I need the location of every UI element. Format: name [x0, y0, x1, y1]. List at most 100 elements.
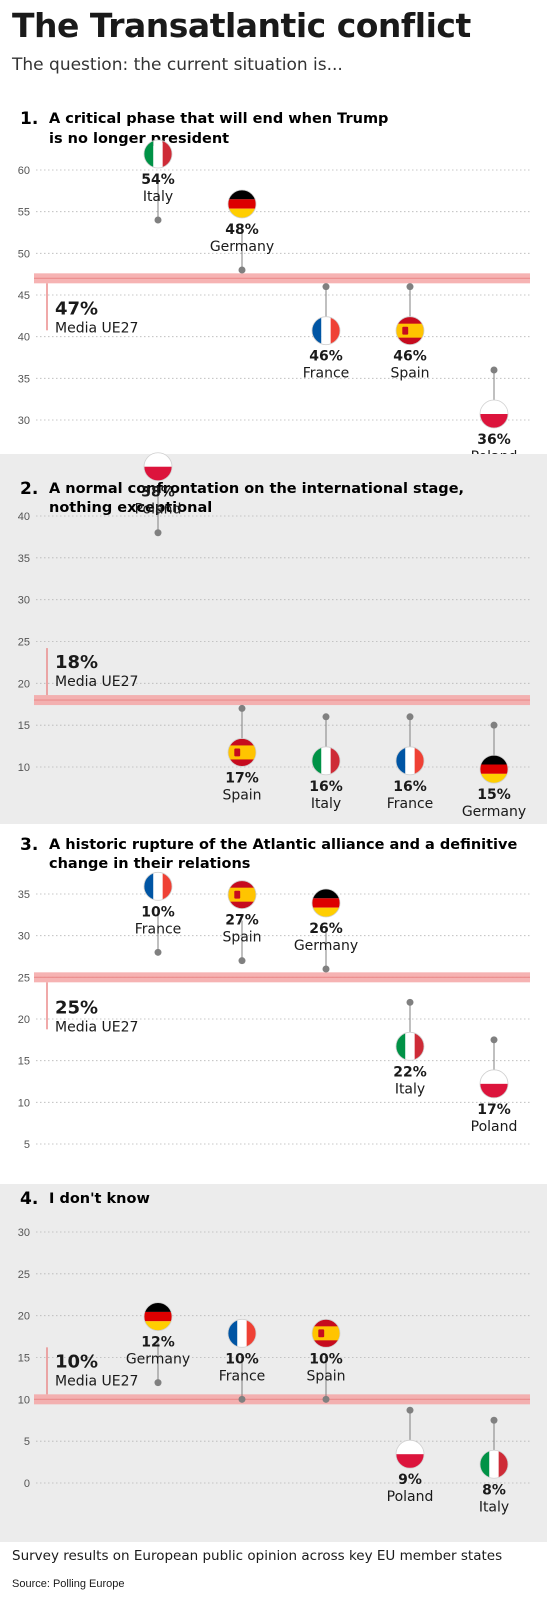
data-point-france: 16%France [387, 713, 434, 812]
data-point-poland: 9%Poland [387, 1406, 434, 1505]
country-label: Spain [390, 366, 429, 382]
caption: Survey results on European public opinio… [12, 1548, 503, 1564]
y-tick-label: 25 [18, 637, 30, 649]
data-dot [238, 957, 246, 965]
germany-flag-icon [227, 189, 257, 219]
y-tick-label: 30 [18, 1227, 30, 1239]
data-point-germany: 12%Germany [126, 1302, 190, 1387]
panel-1: 1. A critical phase that will end when Tr… [0, 82, 547, 465]
italy-flag-icon [311, 746, 341, 776]
value-label: 46% [393, 349, 427, 365]
value-label: 12% [141, 1335, 175, 1351]
data-dot [238, 266, 246, 274]
data-point-poland: 17%Poland [471, 1036, 518, 1135]
country-label: France [387, 796, 434, 812]
italy-flag-icon [395, 1031, 425, 1061]
spain-flag-icon [395, 316, 425, 346]
chart-1: 1. A critical phase that will end when Tr… [18, 109, 530, 465]
y-tick-label: 25 [18, 1269, 30, 1281]
data-point-germany: 26%Germany [294, 888, 358, 973]
y-tick-label: 30 [18, 415, 30, 427]
country-label: Poland [471, 1119, 518, 1135]
value-label: 10% [309, 1351, 343, 1367]
data-point-poland: 38%Poland [135, 452, 181, 537]
y-tick-label: 10 [18, 762, 30, 774]
france-flag-icon [311, 316, 341, 346]
y-tick-label: 10 [18, 1097, 30, 1109]
france-flag-icon [143, 871, 173, 901]
country-label: Italy [479, 1499, 509, 1515]
country-label: Germany [462, 804, 526, 820]
y-tick-label: 5 [24, 1139, 30, 1151]
average-value: 10% [55, 1351, 98, 1372]
question-text: I don't know [49, 1191, 150, 1207]
country-label: France [219, 1368, 266, 1384]
data-point-spain: 46%Spain [390, 283, 430, 382]
france-flag-icon [395, 746, 425, 776]
value-label: 27% [225, 913, 259, 929]
panel-3: 3. A historic rupture of the Atlantic all… [0, 824, 547, 1184]
data-point-spain: 17%Spain [222, 704, 262, 803]
question-text: change in their relations [49, 856, 250, 872]
value-label: 17% [477, 1102, 511, 1118]
y-tick-label: 15 [18, 720, 30, 732]
chart-2: 2. A normal confrontation on the internat… [18, 452, 530, 820]
value-label: 54% [141, 172, 175, 188]
data-dot [238, 1395, 246, 1403]
average-value: 25% [55, 997, 98, 1018]
data-point-france: 46%France [303, 283, 350, 382]
data-dot [154, 529, 162, 537]
question-text: A normal confrontation on the internatio… [49, 481, 464, 497]
question-number: 4. [20, 1189, 38, 1209]
y-tick-label: 55 [18, 207, 30, 219]
data-dot [490, 1416, 498, 1424]
value-label: 22% [393, 1064, 427, 1080]
country-label: Germany [210, 239, 274, 255]
data-point-france: 10%France [219, 1318, 266, 1403]
data-dot [154, 1379, 162, 1387]
question-number: 3. [20, 835, 38, 855]
poland-flag-icon [143, 452, 173, 482]
data-dot [322, 713, 330, 721]
country-label: Spain [222, 787, 261, 803]
data-point-germany: 48%Germany [210, 189, 274, 274]
country-label: Germany [294, 938, 358, 954]
italy-flag-icon [479, 1449, 509, 1479]
data-point-italy: 22%Italy [393, 998, 427, 1097]
question-text: is no longer president [49, 131, 229, 147]
y-tick-label: 15 [18, 1353, 30, 1365]
value-label: 17% [225, 770, 259, 786]
poland-flag-icon [479, 1069, 509, 1099]
data-dot [406, 713, 414, 721]
data-point-italy: 16%Italy [309, 713, 343, 812]
italy-flag-icon [143, 139, 173, 169]
y-tick-label: 20 [18, 678, 30, 690]
spain-flag-icon [311, 1318, 341, 1348]
data-dot [406, 998, 414, 1006]
y-tick-label: 20 [18, 1014, 30, 1026]
average-label: Media UE27 [55, 320, 138, 336]
panel-4: 4. I don't know 30 25 20 15 10 5 0 10% Media UE27 1… [0, 1184, 547, 1542]
value-label: 10% [225, 1351, 259, 1367]
panel-2: 2. A normal confrontation on the internat… [0, 452, 547, 824]
data-point-italy: 8%Italy [479, 1416, 509, 1515]
country-label: Poland [387, 1489, 434, 1505]
country-label: Italy [311, 796, 341, 812]
country-label: France [303, 366, 350, 382]
data-point-spain: 27%Spain [222, 880, 262, 965]
data-dot [406, 283, 414, 291]
value-label: 16% [393, 779, 427, 795]
y-tick-label: 20 [18, 1311, 30, 1323]
germany-flag-icon [311, 888, 341, 918]
question-text: A historic rupture of the Atlantic allia… [49, 837, 517, 853]
country-label: Spain [222, 930, 261, 946]
data-dot [490, 1036, 498, 1044]
chart-3: 3. A historic rupture of the Atlantic all… [18, 835, 530, 1151]
value-label: 8% [482, 1482, 506, 1498]
data-dot [490, 721, 498, 729]
y-tick-label: 30 [18, 931, 30, 943]
y-tick-label: 5 [24, 1436, 30, 1448]
question-number: 1. [20, 109, 38, 129]
data-point-france: 10%France [135, 871, 181, 956]
